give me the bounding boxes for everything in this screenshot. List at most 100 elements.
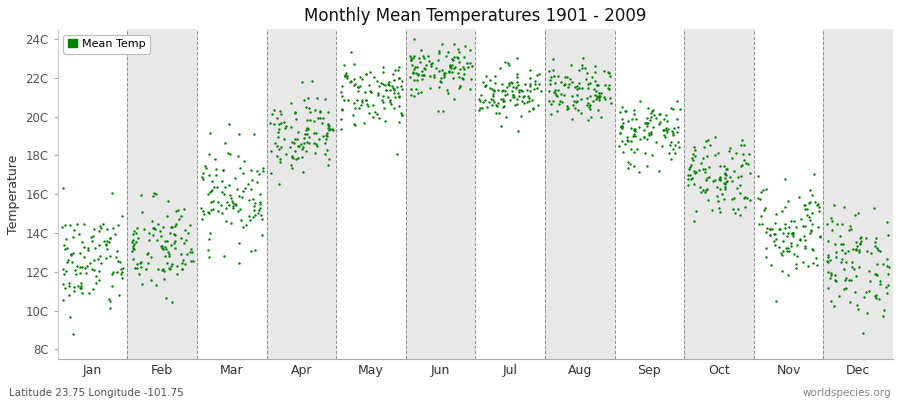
Point [525, 97, 539, 104]
Point [267, 107, 282, 113]
Point [862, 268, 877, 274]
Point [210, 184, 224, 191]
Point [196, 170, 211, 176]
Point [375, 97, 390, 104]
Point [248, 246, 262, 253]
Point [444, 65, 458, 71]
Point [334, 126, 348, 132]
Point [206, 198, 220, 204]
Point [612, 130, 626, 136]
Point [335, 107, 349, 113]
Point [615, 116, 629, 123]
Point [183, 249, 197, 256]
Point [238, 222, 253, 228]
Point [582, 105, 597, 112]
Point [519, 99, 534, 105]
Point [184, 246, 198, 252]
Point [516, 98, 530, 104]
Point [404, 92, 419, 98]
Point [788, 260, 803, 267]
Point [285, 155, 300, 162]
Point [436, 70, 451, 76]
Point [602, 82, 616, 89]
Point [159, 260, 174, 266]
Point [284, 165, 299, 171]
Point [685, 155, 699, 161]
Bar [58, 29, 128, 359]
Point [144, 254, 158, 260]
Point [821, 238, 835, 244]
Point [501, 62, 516, 68]
Point [703, 142, 717, 148]
Point [433, 78, 447, 84]
Point [834, 240, 849, 247]
Point [598, 68, 612, 74]
Point [767, 238, 781, 244]
Point [530, 85, 544, 92]
Point [621, 118, 635, 124]
Point [590, 94, 604, 100]
Point [432, 50, 446, 56]
Point [489, 110, 503, 116]
Point [402, 74, 417, 80]
Point [582, 92, 597, 99]
Point [508, 102, 522, 108]
Point [78, 270, 93, 276]
Point [423, 84, 437, 91]
Point [808, 199, 823, 206]
Bar [337, 29, 406, 359]
Point [827, 302, 842, 309]
Point [526, 106, 540, 112]
Point [115, 212, 130, 219]
Point [304, 78, 319, 84]
Point [273, 159, 287, 166]
Point [712, 174, 726, 180]
Point [759, 254, 773, 260]
Point [169, 221, 184, 227]
Point [580, 95, 594, 102]
Point [344, 78, 358, 84]
Point [752, 196, 767, 202]
Point [681, 176, 696, 182]
Point [754, 213, 769, 219]
Point [811, 224, 825, 230]
Point [108, 254, 122, 260]
Point [717, 196, 732, 202]
Point [303, 117, 318, 123]
Point [566, 102, 580, 108]
Point [167, 230, 182, 237]
Point [615, 124, 629, 130]
Point [132, 260, 147, 267]
Point [683, 164, 698, 170]
Point [649, 139, 663, 145]
Point [140, 266, 154, 273]
Point [824, 272, 838, 278]
Point [321, 125, 336, 131]
Point [211, 208, 225, 214]
Point [659, 112, 673, 118]
Point [718, 186, 733, 192]
Point [491, 87, 506, 93]
Point [642, 120, 656, 126]
Point [828, 240, 842, 247]
Point [729, 150, 743, 157]
Point [824, 270, 838, 276]
Point [499, 114, 513, 120]
Point [346, 112, 361, 118]
Point [224, 220, 238, 226]
Point [57, 271, 71, 277]
Point [216, 167, 230, 174]
Point [505, 80, 519, 86]
Point [860, 288, 874, 295]
Point [404, 55, 419, 61]
Point [170, 271, 184, 277]
Point [616, 148, 630, 155]
Point [446, 40, 461, 47]
Point [840, 259, 854, 265]
Point [284, 124, 298, 130]
Point [387, 87, 401, 94]
Point [523, 67, 537, 73]
Point [88, 272, 103, 279]
Point [174, 213, 188, 220]
Point [667, 125, 681, 132]
